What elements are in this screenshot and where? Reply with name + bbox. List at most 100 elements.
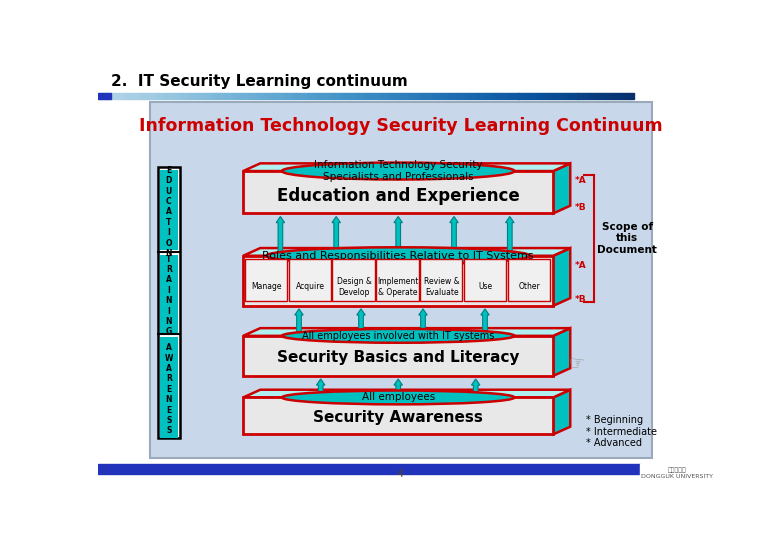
- Bar: [226, 92, 229, 99]
- Bar: [207, 92, 210, 99]
- Bar: [454, 92, 457, 99]
- Text: *A: *A: [575, 260, 587, 269]
- Bar: [368, 92, 371, 99]
- Bar: [387, 92, 390, 99]
- Bar: [167, 92, 170, 99]
- Bar: [218, 92, 221, 99]
- Bar: [596, 92, 599, 99]
- Bar: [551, 92, 553, 99]
- Bar: [446, 92, 448, 99]
- Bar: [491, 92, 495, 99]
- Bar: [275, 92, 277, 99]
- Polygon shape: [553, 248, 570, 306]
- Bar: [178, 92, 181, 99]
- Bar: [301, 92, 304, 99]
- Bar: [269, 92, 271, 99]
- Bar: [138, 92, 140, 99]
- Bar: [105, 92, 108, 99]
- Bar: [548, 92, 551, 99]
- Bar: [452, 92, 454, 99]
- Polygon shape: [553, 328, 570, 376]
- Bar: [334, 92, 336, 99]
- Bar: [371, 92, 374, 99]
- Bar: [537, 92, 540, 99]
- Bar: [258, 92, 261, 99]
- Bar: [420, 92, 422, 99]
- Bar: [299, 92, 301, 99]
- Bar: [521, 92, 524, 99]
- Bar: [165, 92, 167, 99]
- Bar: [567, 92, 569, 99]
- Bar: [159, 170, 178, 251]
- Text: Acquire: Acquire: [296, 282, 325, 292]
- Polygon shape: [394, 379, 402, 394]
- Text: All employees involved with IT systems: All employees involved with IT systems: [302, 331, 495, 341]
- Bar: [245, 259, 287, 301]
- Bar: [540, 92, 543, 99]
- Bar: [232, 92, 234, 99]
- Bar: [414, 92, 417, 99]
- Bar: [154, 92, 157, 99]
- Polygon shape: [243, 390, 570, 397]
- Ellipse shape: [267, 247, 530, 264]
- Polygon shape: [243, 248, 570, 256]
- Bar: [465, 92, 467, 99]
- Bar: [374, 92, 377, 99]
- Bar: [513, 92, 516, 99]
- Bar: [98, 92, 100, 99]
- Bar: [162, 92, 165, 99]
- Bar: [489, 92, 491, 99]
- Bar: [291, 92, 293, 99]
- Text: Security Basics and Literacy: Security Basics and Literacy: [277, 350, 519, 366]
- Bar: [588, 92, 591, 99]
- Bar: [336, 92, 339, 99]
- Polygon shape: [419, 309, 427, 333]
- Bar: [239, 92, 243, 99]
- Bar: [304, 92, 307, 99]
- Bar: [289, 259, 331, 301]
- Bar: [108, 92, 111, 99]
- Bar: [215, 92, 218, 99]
- Bar: [543, 92, 545, 99]
- Bar: [146, 92, 148, 99]
- Text: Information Technology Security
Specialists and Professionals: Information Technology Security Speciali…: [314, 160, 483, 182]
- Bar: [500, 92, 502, 99]
- Bar: [243, 256, 553, 306]
- Bar: [229, 92, 232, 99]
- Bar: [124, 92, 127, 99]
- Text: Information Technology Security Learning Continuum: Information Technology Security Learning…: [140, 117, 663, 136]
- Text: Review &
Evaluate: Review & Evaluate: [424, 277, 460, 296]
- Ellipse shape: [282, 390, 515, 404]
- Bar: [508, 259, 550, 301]
- Bar: [210, 92, 213, 99]
- Bar: [467, 92, 470, 99]
- Bar: [339, 92, 342, 99]
- Bar: [127, 92, 129, 99]
- Bar: [357, 92, 360, 99]
- Polygon shape: [505, 217, 514, 253]
- Bar: [427, 92, 430, 99]
- Bar: [473, 92, 476, 99]
- Bar: [607, 92, 610, 99]
- Text: *B: *B: [575, 295, 587, 304]
- Text: Security Awareness: Security Awareness: [314, 410, 483, 426]
- Bar: [191, 92, 194, 99]
- Bar: [119, 92, 122, 99]
- Polygon shape: [471, 379, 480, 394]
- Text: *B: *B: [575, 202, 587, 212]
- Bar: [562, 92, 564, 99]
- Bar: [577, 92, 580, 99]
- Bar: [353, 92, 355, 99]
- Bar: [282, 92, 285, 99]
- Bar: [610, 92, 612, 99]
- Text: Implement
& Operate: Implement & Operate: [378, 277, 419, 296]
- Bar: [497, 92, 500, 99]
- Text: * Beginning
* Intermediate
* Advanced: * Beginning * Intermediate * Advanced: [586, 415, 657, 448]
- Bar: [296, 92, 299, 99]
- Bar: [237, 92, 239, 99]
- Bar: [331, 92, 334, 99]
- Bar: [591, 92, 594, 99]
- Bar: [612, 92, 615, 99]
- Polygon shape: [243, 164, 570, 171]
- Bar: [116, 92, 119, 99]
